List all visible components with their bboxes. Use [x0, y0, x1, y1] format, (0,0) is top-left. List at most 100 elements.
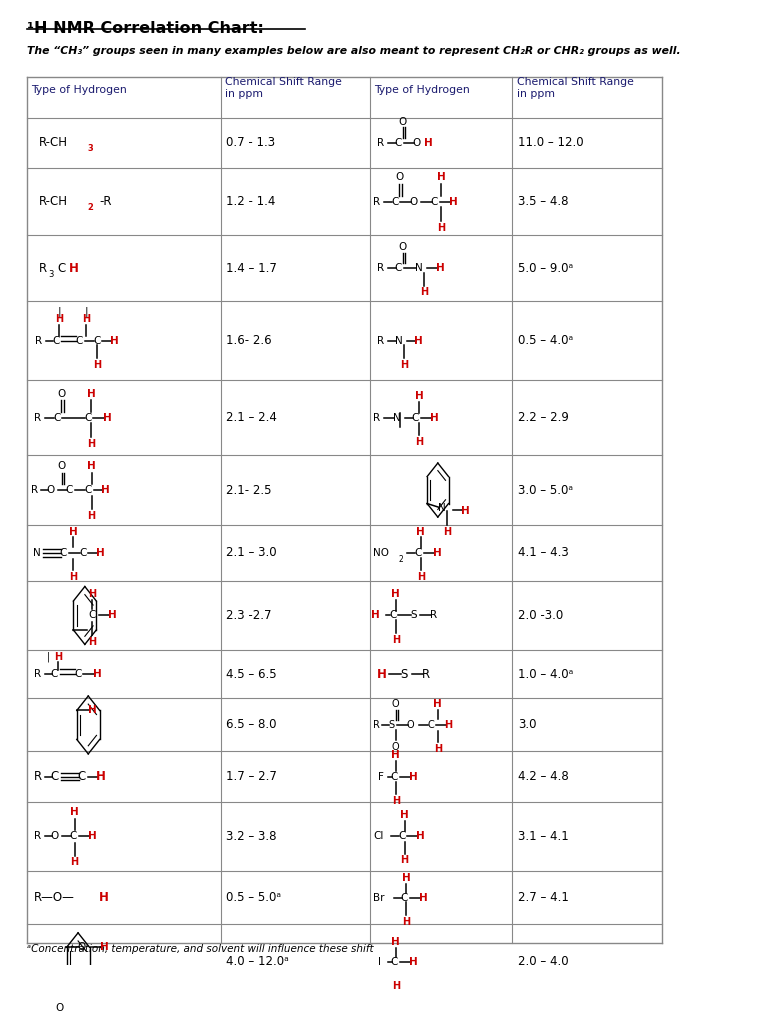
Text: H: H	[87, 438, 95, 449]
Text: H: H	[436, 263, 445, 273]
Text: H: H	[409, 771, 418, 781]
Text: O: O	[56, 1004, 64, 1013]
Text: C: C	[66, 485, 73, 495]
Text: C: C	[85, 485, 92, 495]
Text: 3.1 – 4.1: 3.1 – 4.1	[518, 829, 568, 843]
Text: C: C	[50, 770, 58, 783]
Text: Type of Hydrogen: Type of Hydrogen	[31, 85, 127, 94]
Text: H: H	[443, 527, 452, 538]
Text: H: H	[99, 942, 108, 952]
Text: C: C	[395, 263, 402, 273]
Text: H: H	[101, 485, 109, 495]
Text: H: H	[70, 571, 77, 582]
Text: C: C	[76, 336, 83, 345]
Text: 2: 2	[87, 203, 93, 212]
Text: R: R	[34, 670, 41, 679]
Text: H: H	[99, 891, 108, 904]
Text: |: |	[47, 651, 50, 663]
Text: Br: Br	[374, 893, 385, 902]
Text: R: R	[374, 197, 380, 207]
Text: H: H	[402, 873, 410, 884]
Text: H: H	[437, 172, 445, 182]
Text: 2.7 – 4.1: 2.7 – 4.1	[518, 891, 568, 904]
Text: 2.0 -3.0: 2.0 -3.0	[518, 609, 563, 622]
Text: C: C	[60, 548, 66, 558]
Text: C: C	[58, 262, 66, 274]
Text: 0.7 - 1.3: 0.7 - 1.3	[226, 136, 275, 150]
Text: R: R	[377, 263, 384, 273]
Text: H: H	[414, 336, 423, 345]
Text: 3.2 – 3.8: 3.2 – 3.8	[226, 829, 277, 843]
Text: C: C	[89, 610, 96, 621]
Text: C: C	[428, 720, 435, 730]
Text: 1.6- 2.6: 1.6- 2.6	[226, 334, 272, 347]
Text: 0.5 – 5.0ᵃ: 0.5 – 5.0ᵃ	[226, 891, 281, 904]
Text: O: O	[392, 742, 400, 753]
Text: H: H	[432, 548, 442, 558]
Text: R: R	[34, 413, 41, 423]
Text: H: H	[93, 670, 102, 679]
Text: R: R	[422, 668, 429, 681]
Text: H: H	[69, 526, 78, 537]
Text: H: H	[93, 359, 101, 370]
Text: R: R	[430, 610, 437, 621]
Text: NO: NO	[374, 548, 390, 558]
Text: H: H	[108, 610, 116, 621]
Text: I: I	[378, 956, 381, 967]
Text: H: H	[88, 511, 96, 521]
Text: C: C	[401, 893, 408, 902]
Text: R: R	[377, 138, 384, 147]
Text: R—O—: R—O—	[34, 891, 75, 904]
Text: C: C	[398, 831, 406, 842]
Text: H: H	[83, 314, 90, 325]
Text: Cl: Cl	[374, 831, 384, 842]
Text: H: H	[96, 548, 105, 558]
Text: C: C	[391, 197, 399, 207]
Text: 0.5 – 4.0ᵃ: 0.5 – 4.0ᵃ	[518, 334, 573, 347]
Text: H: H	[409, 956, 418, 967]
Text: H: H	[55, 314, 63, 325]
Text: H: H	[400, 359, 408, 370]
Text: O: O	[410, 197, 417, 207]
Text: 2.1 – 2.4: 2.1 – 2.4	[226, 412, 277, 424]
Text: 1.2 - 1.4: 1.2 - 1.4	[226, 196, 275, 208]
Text: C: C	[390, 610, 397, 621]
Text: H: H	[417, 571, 425, 582]
Text: R: R	[374, 413, 380, 423]
Text: 3.0 – 5.0ᵃ: 3.0 – 5.0ᵃ	[518, 483, 573, 497]
Text: H: H	[445, 720, 453, 730]
Text: C: C	[93, 336, 101, 345]
Text: H: H	[400, 855, 409, 865]
Text: C: C	[390, 956, 398, 967]
Text: R-CH: R-CH	[40, 136, 68, 150]
Text: H: H	[392, 796, 400, 806]
Text: N: N	[439, 504, 446, 513]
Text: H: H	[402, 916, 410, 927]
Text: H: H	[392, 635, 400, 644]
Text: N: N	[415, 263, 422, 273]
Text: O: O	[57, 388, 65, 398]
Text: H: H	[416, 831, 426, 842]
Text: O: O	[407, 720, 415, 730]
Text: F: F	[378, 771, 384, 781]
Text: R: R	[40, 262, 47, 274]
Text: 2.1- 2.5: 2.1- 2.5	[226, 483, 271, 497]
Text: R: R	[373, 720, 380, 730]
Text: C: C	[79, 548, 86, 558]
Text: 4.5 – 6.5: 4.5 – 6.5	[226, 668, 277, 681]
Text: H: H	[70, 262, 79, 274]
Text: C: C	[84, 413, 91, 423]
Text: 3.0: 3.0	[518, 719, 536, 731]
Text: H: H	[461, 506, 470, 516]
Text: O: O	[50, 831, 58, 842]
Text: H: H	[449, 197, 458, 207]
Text: O: O	[398, 117, 406, 127]
Text: 5.0 – 9.0ᵃ: 5.0 – 9.0ᵃ	[518, 262, 573, 274]
Text: H: H	[415, 391, 424, 401]
Text: S: S	[389, 720, 395, 730]
Text: R: R	[34, 770, 42, 783]
Text: H: H	[433, 698, 442, 709]
Text: H: H	[110, 336, 118, 345]
Text: 2: 2	[398, 555, 403, 564]
Text: ᵃConcentration, temperature, and solvent will influence these shift: ᵃConcentration, temperature, and solvent…	[28, 944, 374, 954]
